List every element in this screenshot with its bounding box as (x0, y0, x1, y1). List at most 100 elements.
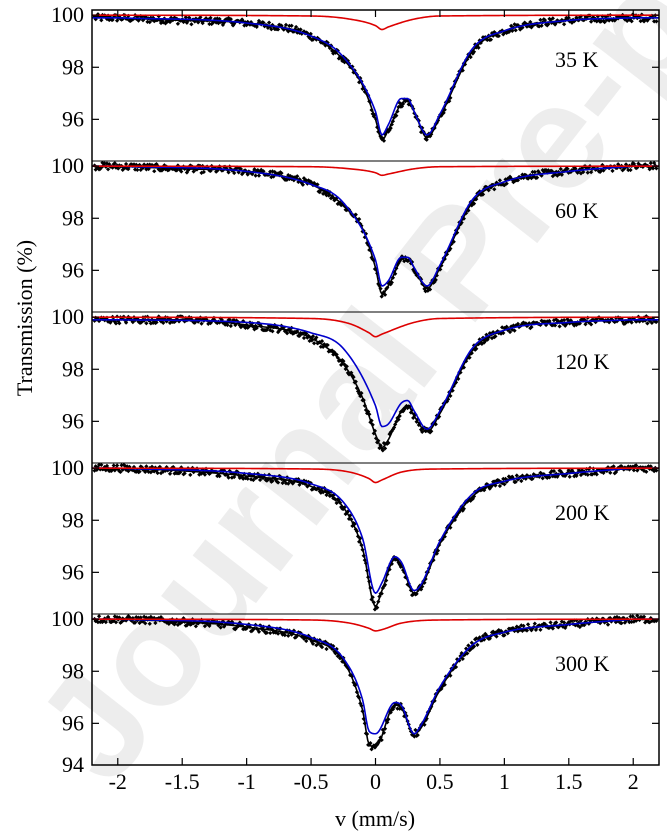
data-point (102, 161, 107, 166)
x-tick-label: 2 (628, 769, 639, 794)
data-point (154, 320, 159, 325)
y-tick-label: 96 (62, 559, 84, 584)
data-point (588, 170, 594, 175)
data-point (552, 323, 558, 328)
data-point (601, 168, 606, 173)
data-point (116, 166, 121, 171)
data-point (654, 468, 659, 473)
data-point (301, 335, 307, 341)
data-point (201, 169, 206, 175)
data-point (191, 169, 196, 174)
temperature-label: 200 K (555, 500, 610, 525)
data-point (605, 622, 611, 627)
data-point (599, 168, 604, 173)
data-point (565, 166, 570, 171)
data-point (549, 469, 554, 474)
data-point (256, 629, 262, 634)
data-point (268, 630, 273, 636)
x-tick-label: 1 (499, 769, 510, 794)
data-point (179, 169, 184, 174)
temperature-label: 60 K (555, 198, 599, 223)
singlet-curve (92, 14, 659, 31)
data-point (319, 339, 325, 344)
data-point (380, 448, 385, 453)
data-point (189, 22, 194, 27)
data-point (502, 633, 507, 638)
data-point (515, 178, 521, 183)
data-point (207, 21, 212, 27)
data-point (629, 320, 634, 325)
spectrum-panel: 200 K (92, 462, 659, 612)
data-point (514, 473, 519, 478)
data-point (512, 328, 517, 333)
data-point (295, 174, 300, 179)
data-point (610, 168, 615, 174)
doublet-curve (92, 17, 659, 137)
data-point (582, 622, 587, 628)
data-point (650, 166, 656, 171)
data-point (547, 475, 552, 480)
data-point (318, 344, 324, 349)
data-point (532, 169, 537, 175)
data-point (558, 166, 563, 172)
x-axis: -2 -1.5 -1 -0.5 0 0.5 1 1.5 2 (109, 10, 639, 794)
doublet-curve (92, 165, 659, 287)
data-point (585, 170, 590, 175)
data-point (324, 646, 329, 652)
data-point (198, 15, 203, 20)
data-point (161, 320, 166, 325)
data-point (525, 622, 531, 627)
data-point (641, 614, 647, 619)
data-point (183, 15, 188, 20)
y-tick-label: 100 (51, 606, 84, 631)
data-point (245, 476, 250, 481)
data-point (645, 321, 650, 326)
data-point (654, 166, 659, 171)
data-point (567, 474, 572, 479)
data-point (167, 471, 173, 476)
data-point (507, 329, 513, 335)
data-point (585, 472, 590, 477)
data-point (524, 628, 530, 633)
data-point (199, 321, 204, 326)
doublet-curve (92, 467, 659, 595)
y-tick-label: 96 (62, 710, 84, 735)
data-point (497, 483, 503, 489)
data-point (105, 167, 111, 172)
y-axis: 96 98 100 96 98 100 96 98 100 96 98 100 96 98 100 94 (51, 2, 659, 777)
data-point (152, 169, 157, 174)
data-point (566, 468, 571, 473)
spectrum-panel: 120 K (92, 311, 659, 453)
data-point (649, 320, 655, 326)
data-point (540, 476, 545, 481)
data-point (561, 620, 567, 625)
data-point (226, 170, 231, 175)
data-point (631, 468, 637, 473)
data-point (282, 633, 287, 638)
x-tick-label: -0.5 (294, 769, 329, 794)
temperature-label: 35 K (555, 47, 599, 72)
data-point (382, 446, 388, 451)
data-point (188, 472, 193, 477)
data-point (648, 160, 653, 166)
y-tick-label: 100 (51, 455, 84, 480)
data-point (99, 18, 104, 23)
watermark: Journal Pre-proof (3, 0, 667, 810)
spectrum-panel: 35 K (92, 12, 659, 143)
y-axis-title: Transmission (%) (12, 240, 37, 396)
data-point (112, 161, 117, 166)
singlet-curve (92, 467, 659, 484)
data-point (561, 317, 567, 323)
data-point (319, 644, 325, 650)
y-tick-label: 98 (62, 507, 84, 532)
data-point (312, 341, 317, 346)
data-point (513, 479, 518, 485)
data-point (530, 169, 535, 175)
data-point (135, 167, 140, 173)
data-point (153, 620, 158, 626)
data-point (155, 470, 160, 476)
data-point (551, 468, 557, 474)
spectrum-panel: 300 K (92, 613, 659, 752)
data-point (534, 175, 540, 180)
